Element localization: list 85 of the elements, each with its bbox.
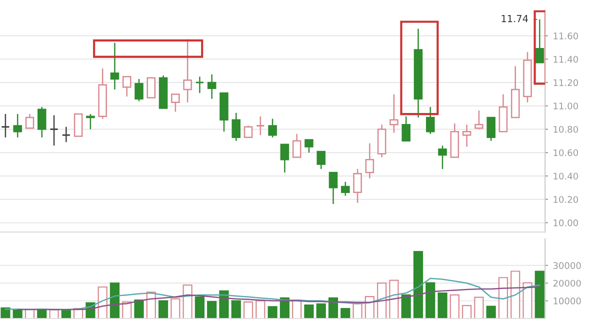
y-tick-label: 10000 <box>554 298 581 304</box>
candlestick <box>353 168 362 204</box>
candlestick <box>280 144 290 174</box>
bar <box>352 303 362 318</box>
candlestick <box>244 125 253 138</box>
bar <box>219 290 229 318</box>
bar <box>328 297 338 318</box>
candlestick <box>25 113 34 129</box>
bar <box>316 303 326 318</box>
bar <box>474 296 484 318</box>
y-tick-label: 30000 <box>553 262 581 269</box>
bar <box>256 300 266 318</box>
bar <box>486 306 496 318</box>
candlestick <box>268 118 277 138</box>
candlestick <box>49 114 59 146</box>
bar <box>207 300 217 318</box>
candlestick <box>37 106 46 138</box>
candlestick <box>292 133 302 158</box>
candlestick <box>146 77 156 98</box>
candlestick <box>74 113 83 137</box>
y-tick-label: 10.60 <box>554 149 578 156</box>
y-tick-label: 20000 <box>553 280 581 287</box>
bar <box>49 309 59 318</box>
y-tick-label: 11.60 <box>554 32 578 40</box>
candlestick <box>232 112 241 142</box>
bar <box>304 304 314 318</box>
candlestick <box>340 181 350 196</box>
candlestick <box>110 42 120 90</box>
candlestick <box>256 116 265 136</box>
candlestick <box>134 78 144 102</box>
bar <box>268 306 278 318</box>
bar <box>534 270 544 318</box>
y-tick-label: 11.00 <box>554 102 578 110</box>
candlestick <box>426 106 435 135</box>
bar <box>438 292 448 318</box>
candlestick <box>207 74 216 100</box>
candlestick <box>390 94 398 134</box>
candlestick <box>0 113 10 138</box>
y-tick-label: 11.20 <box>554 79 578 86</box>
candlestick <box>402 116 410 142</box>
bar <box>243 301 254 318</box>
bar <box>170 298 180 318</box>
candlestick <box>474 110 484 130</box>
bar <box>364 296 374 318</box>
line-series <box>4 278 540 310</box>
y-tick-label: 10.80 <box>554 126 578 133</box>
candlestick <box>122 76 132 98</box>
candlestick <box>183 38 192 103</box>
candlestick <box>13 113 22 138</box>
bar <box>110 282 120 318</box>
candlestick <box>535 18 544 64</box>
candlestick <box>486 116 496 142</box>
bar <box>510 270 520 318</box>
bar <box>498 277 508 318</box>
y-tick-label: 10.40 <box>554 172 578 180</box>
bar <box>194 296 205 318</box>
bar <box>450 294 460 318</box>
bar <box>426 282 436 318</box>
candlestick <box>171 94 180 112</box>
candlestick <box>365 142 374 179</box>
annotation: 11.74 <box>502 15 528 22</box>
bar <box>401 294 411 318</box>
candlestick <box>195 76 204 94</box>
candlestick <box>462 124 472 148</box>
bar <box>134 300 144 318</box>
bar <box>413 251 424 318</box>
candlestick <box>316 150 326 170</box>
y-tick-label: 11.40 <box>554 56 578 63</box>
line-series <box>16 286 540 310</box>
bar <box>377 282 387 318</box>
y-tick-label: 10.00 <box>554 219 578 226</box>
bar <box>522 282 532 318</box>
y-tick-label: 10.20 <box>554 196 578 203</box>
bar <box>340 308 350 318</box>
candlestick <box>62 126 71 143</box>
bar <box>0 307 10 318</box>
bar <box>158 300 168 318</box>
bar <box>231 300 241 318</box>
bar <box>182 284 192 318</box>
bar <box>389 280 399 318</box>
candlestick <box>304 139 314 154</box>
candlestick <box>86 113 95 130</box>
candlestick <box>438 144 447 170</box>
bar <box>462 305 472 318</box>
candlestick <box>328 172 338 205</box>
